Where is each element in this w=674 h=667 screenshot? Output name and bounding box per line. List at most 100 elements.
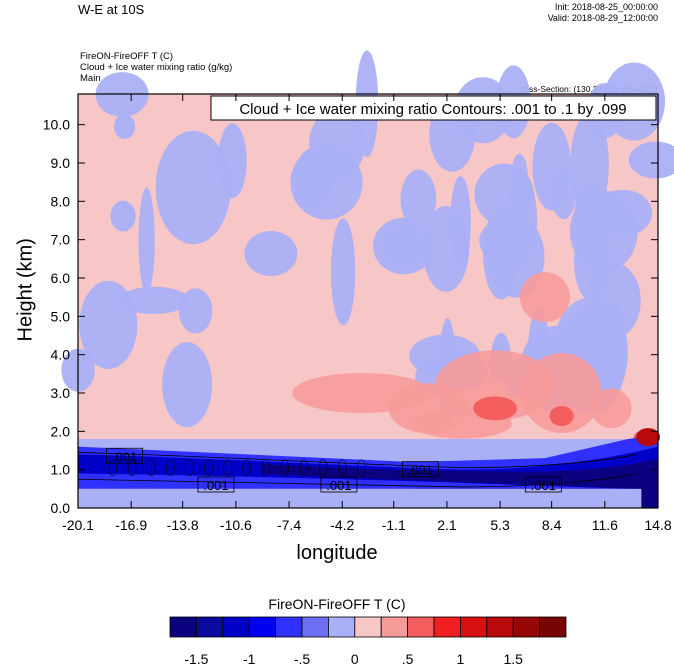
valid-time: Valid: 2018-08-29_12:00:00 [547, 13, 658, 23]
cool-anomaly-blob [178, 288, 213, 334]
colorbar-tick-label: -1 [243, 651, 256, 667]
y-tick-label: 6.0 [51, 270, 71, 286]
x-tick-label: 14.8 [644, 517, 671, 533]
contour-cell [127, 459, 137, 477]
cool-anomaly-blob [244, 231, 298, 276]
subtitle-line-3: Main [80, 73, 101, 84]
x-tick-label: -10.6 [220, 517, 252, 533]
contour-cell [280, 459, 290, 477]
x-tick-label: -20.1 [62, 517, 94, 533]
contour-cell [108, 459, 118, 477]
colorbar-tick-label: .5 [402, 651, 414, 667]
y-tick-label: 5.0 [51, 308, 71, 324]
x-tick-label: -1.1 [382, 517, 406, 533]
y-tick-label: 9.0 [51, 155, 71, 171]
y-tick-label: 2.0 [51, 423, 71, 439]
subtitle-line-2: Cloud + Ice water mixing ratio (g/kg) [80, 62, 233, 73]
contour-info-box [210, 95, 657, 121]
near-surface-layer [78, 488, 658, 508]
cool-band-core [262, 458, 658, 508]
colorbar-swatch [407, 616, 435, 638]
y-tick-label: 8.0 [51, 193, 71, 209]
cool-anomaly-blob [119, 286, 189, 315]
contour-label-box [524, 476, 562, 493]
x-tick-label: 2.1 [437, 517, 457, 533]
x-tick-label: -4.2 [330, 517, 354, 533]
y-tick-label: 3.0 [51, 385, 71, 401]
cool-anomaly-blob [628, 141, 674, 179]
x-tick-label: -13.8 [167, 517, 199, 533]
x-axis-label: longitude [296, 542, 378, 564]
plot-frame [77, 93, 659, 509]
contour-cell [146, 459, 156, 477]
cool-anomaly-blob [138, 187, 155, 294]
contour-cell [357, 459, 366, 477]
colorbar-tick-label: 1.5 [503, 651, 523, 667]
colorbar-swatch [195, 616, 224, 638]
cool-anomaly-blob [573, 221, 611, 302]
colorbar-swatch [380, 616, 409, 638]
colorbar-swatch [459, 616, 488, 638]
x-tick-label: -16.9 [115, 517, 147, 533]
x-tick-label: 5.3 [490, 517, 510, 533]
contour-label: .001 [531, 478, 556, 493]
colorbar-swatch [301, 616, 329, 638]
contour-cell [299, 459, 309, 477]
x-tick-label: -7.4 [277, 517, 301, 533]
warm-anomaly-blob [591, 388, 632, 429]
cool-anomaly-blob [550, 168, 577, 220]
y-tick-label: 10.0 [43, 117, 70, 133]
colorbar-swatch [169, 616, 197, 638]
colorbar-tick-label: 0 [351, 651, 359, 667]
contour-label: .001 [112, 449, 137, 464]
contour-upper [77, 452, 637, 469]
colorbar-swatch [354, 616, 382, 638]
x-tick-label: 8.4 [542, 517, 562, 533]
y-tick-label: 1.0 [51, 462, 71, 478]
cool-anomaly-blob [372, 217, 435, 275]
chart-title: W-E at 10S [78, 2, 145, 17]
cool-anomaly-blob [309, 108, 365, 180]
cool-anomaly-blob [114, 114, 136, 139]
contour-cell [337, 459, 347, 477]
cool-anomaly-blob [110, 200, 136, 232]
cool-anomaly-blob [450, 175, 471, 270]
colorbar-tick-label: 1 [457, 651, 465, 667]
contour-cell [242, 459, 251, 477]
cool-anomaly-blob [593, 189, 653, 237]
cool-anomaly-blob [400, 169, 437, 229]
contour-label-box [197, 476, 235, 493]
y-tick-label: 7.0 [51, 232, 71, 248]
colorbar-swatch [222, 616, 250, 638]
contour-label: .001 [203, 478, 228, 493]
colorbar-swatch [327, 616, 356, 638]
colorbar-swatch [275, 616, 303, 638]
colorbar-tick-label: -1.5 [184, 651, 208, 667]
x-tick-label: 11.6 [592, 517, 618, 533]
warm-anomaly-blob [521, 353, 602, 433]
warm-anomaly-blob [519, 272, 570, 323]
east-surface-core [641, 477, 658, 508]
subtitle-line-1: FireON-FireOFF T (C) [80, 51, 174, 62]
contour-label-box [106, 447, 143, 464]
contour-cell [261, 459, 271, 477]
contour-cell [185, 459, 194, 477]
contour-cell [318, 459, 328, 477]
colorbar-swatch [433, 616, 461, 638]
contour-label: .001 [326, 478, 351, 493]
cross-section-label: Cross-Section: (130,327) to (454,327) [515, 84, 658, 94]
y-tick-label: 0.0 [51, 500, 71, 516]
east-warm-core [636, 428, 661, 447]
contour-label-box [320, 476, 358, 493]
colorbar-tick-label: -.5 [294, 651, 311, 667]
y-tick-label: 4.0 [51, 347, 71, 363]
cool-anomaly-blob [155, 130, 231, 245]
contour-cell [223, 459, 232, 477]
colorbar-swatch [486, 616, 514, 638]
contour-cell [204, 459, 213, 477]
colorbar-swatch [248, 616, 276, 638]
cool-anomaly-blob [162, 342, 213, 428]
contour-cell [165, 459, 175, 477]
contour-label-box [401, 461, 439, 478]
